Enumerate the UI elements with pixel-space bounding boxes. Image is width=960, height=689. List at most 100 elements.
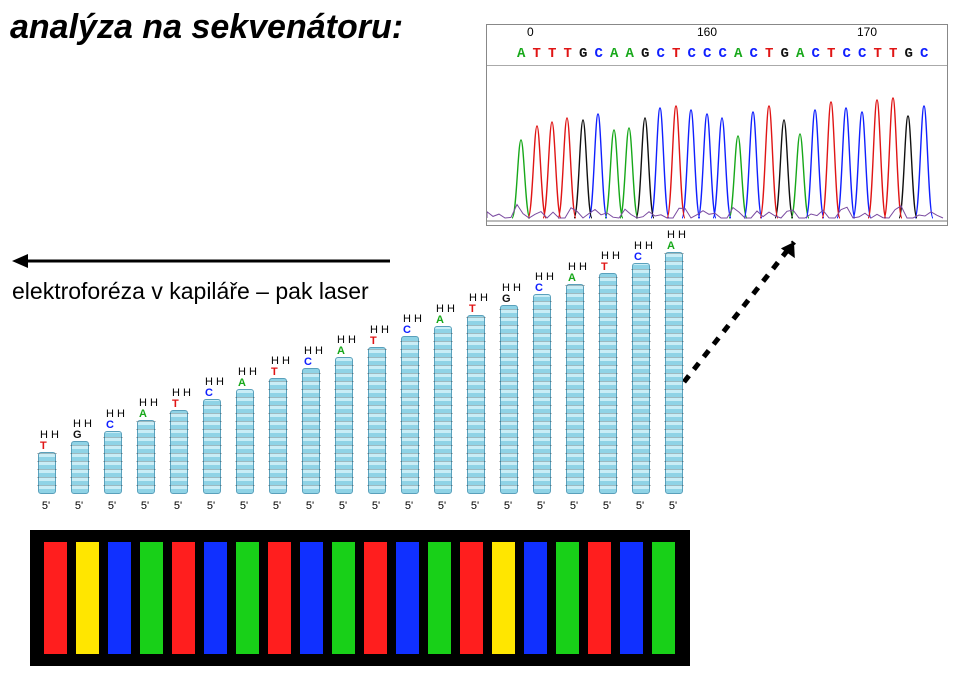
gel-band: [428, 542, 451, 654]
capillary-fragment: [302, 368, 320, 494]
ruler-tick: 170: [857, 25, 877, 39]
sequence-base: T: [672, 47, 680, 61]
gel-band: [268, 542, 291, 654]
sequence-base: C: [812, 47, 820, 61]
gel-band: [44, 542, 67, 654]
chromatogram-ruler: 0160170: [487, 25, 947, 47]
capillary-fragment: [71, 441, 89, 494]
five-prime-label: 5': [570, 500, 578, 512]
gel-band: [524, 542, 547, 654]
sequence-base: C: [858, 47, 866, 61]
fragment-terminator-label: H HC: [634, 241, 653, 263]
capillary-fragment: [368, 347, 386, 494]
capillary-fragment: [170, 410, 188, 494]
gel-band: [556, 542, 579, 654]
chromatogram-panel: 0160170 ATTTGCAAGCTCCCACTGACTCCTTGC: [486, 24, 948, 226]
gel-band: [172, 542, 195, 654]
sequence-base: C: [719, 47, 727, 61]
fragment-terminator-label: H HT: [601, 251, 620, 273]
sequence-base: G: [905, 47, 913, 61]
fragment-terminator-label: H HA: [667, 230, 686, 252]
gel-band: [76, 542, 99, 654]
laser-readout-arrow: [674, 222, 814, 392]
five-prime-label: 5': [669, 500, 677, 512]
fragment-terminator-label: H HC: [106, 409, 125, 431]
five-prime-label: 5': [273, 500, 281, 512]
fragment-terminator-label: H HT: [469, 293, 488, 315]
five-prime-label: 5': [636, 500, 644, 512]
sequence-base: T: [889, 47, 897, 61]
sequence-base: T: [765, 47, 773, 61]
fragment-terminator-label: H HA: [139, 398, 158, 420]
five-prime-label: 5': [438, 500, 446, 512]
capillary-fragment: [104, 431, 122, 494]
gel-band: [492, 542, 515, 654]
ruler-tick: 160: [697, 25, 717, 39]
capillary-fragment: [500, 305, 518, 494]
capillary-fragment: [269, 378, 287, 494]
capillary-ladder: H HT 5' H HG 5' H HC 5' H HA 5' H HT 5' H HC 5' H HA…: [30, 250, 690, 520]
fragment-terminator-label: H HC: [304, 346, 323, 368]
fragment-terminator-label: H HC: [205, 377, 224, 399]
gel-band: [236, 542, 259, 654]
five-prime-label: 5': [42, 500, 50, 512]
gel-band: [204, 542, 227, 654]
sequence-base: T: [548, 47, 556, 61]
capillary-fragment: [38, 452, 56, 494]
sequence-base: A: [734, 47, 742, 61]
five-prime-label: 5': [240, 500, 248, 512]
capillary-fragment: [434, 326, 452, 494]
chromatogram-trace: [487, 65, 947, 224]
sequence-base: C: [843, 47, 851, 61]
capillary-fragment: [665, 252, 683, 494]
sequence-base: T: [533, 47, 541, 61]
capillary-fragment: [335, 357, 353, 494]
sequence-base: C: [920, 47, 928, 61]
capillary-fragment: [137, 420, 155, 494]
five-prime-label: 5': [174, 500, 182, 512]
sequence-base: G: [579, 47, 587, 61]
chromatogram-sequence-row: ATTTGCAAGCTCCCACTGACTCCTTGC: [487, 47, 947, 65]
sequence-base: A: [517, 47, 525, 61]
gel-output: [30, 530, 690, 666]
fragment-terminator-label: H HA: [238, 367, 257, 389]
capillary-fragment: [401, 336, 419, 494]
gel-band: [332, 542, 355, 654]
sequence-base: C: [657, 47, 665, 61]
capillary-fragment: [566, 284, 584, 494]
capillary-fragment: [236, 389, 254, 494]
sequence-base: T: [564, 47, 572, 61]
five-prime-label: 5': [537, 500, 545, 512]
capillary-fragment: [632, 263, 650, 494]
five-prime-label: 5': [504, 500, 512, 512]
five-prime-label: 5': [75, 500, 83, 512]
sequence-base: A: [626, 47, 634, 61]
fragment-terminator-label: H HG: [502, 283, 521, 305]
five-prime-label: 5': [141, 500, 149, 512]
gel-band: [460, 542, 483, 654]
sequence-base: A: [610, 47, 618, 61]
five-prime-label: 5': [306, 500, 314, 512]
gel-band: [588, 542, 611, 654]
sequence-base: G: [641, 47, 649, 61]
sequence-base: G: [781, 47, 789, 61]
gel-band: [620, 542, 643, 654]
fragment-terminator-label: H HT: [271, 356, 290, 378]
five-prime-label: 5': [339, 500, 347, 512]
capillary-fragment: [533, 294, 551, 494]
five-prime-label: 5': [108, 500, 116, 512]
fragment-terminator-label: H HT: [172, 388, 191, 410]
capillary-fragment: [467, 315, 485, 494]
fragment-terminator-label: H HT: [40, 430, 59, 452]
fragment-terminator-label: H HA: [568, 262, 587, 284]
five-prime-label: 5': [603, 500, 611, 512]
gel-band: [108, 542, 131, 654]
gel-band: [652, 542, 675, 654]
fragment-terminator-label: H HA: [337, 335, 356, 357]
sequence-base: C: [703, 47, 711, 61]
gel-band: [140, 542, 163, 654]
sequence-base: A: [796, 47, 804, 61]
five-prime-label: 5': [405, 500, 413, 512]
fragment-terminator-label: H HC: [403, 314, 422, 336]
gel-band: [300, 542, 323, 654]
